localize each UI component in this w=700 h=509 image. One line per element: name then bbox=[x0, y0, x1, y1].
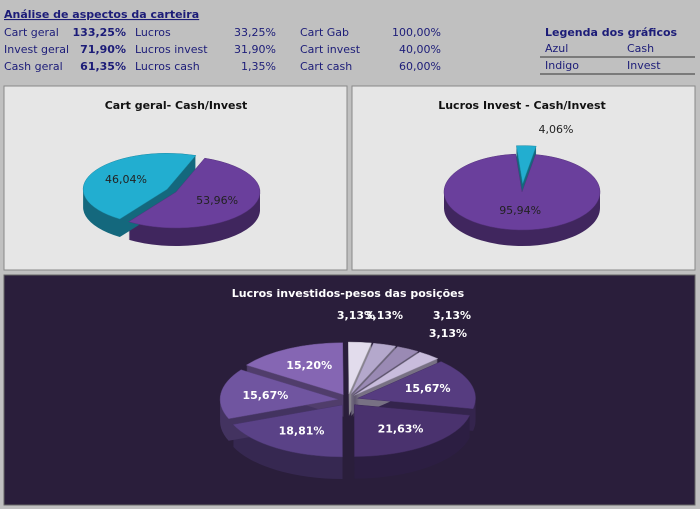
legend-entry: Azul bbox=[545, 42, 568, 55]
data-label: 3,13% bbox=[429, 327, 467, 340]
pie-slice bbox=[352, 346, 419, 395]
pie-slice bbox=[128, 157, 261, 229]
data-label: 18,81% bbox=[279, 425, 325, 438]
legend-entry: Invest bbox=[627, 59, 661, 72]
stat-value: 40,00% bbox=[399, 43, 441, 56]
data-label: 3,13% bbox=[365, 309, 403, 322]
stat-value: 1,35% bbox=[241, 60, 276, 73]
data-label: 15,67% bbox=[405, 382, 451, 395]
stat-label: Cart invest bbox=[300, 43, 361, 56]
stat-value: 71,90% bbox=[80, 43, 126, 56]
stat-value: 31,90% bbox=[234, 43, 276, 56]
pie-slice bbox=[516, 145, 537, 185]
stat-value: 100,00% bbox=[392, 26, 441, 39]
stat-value: 61,35% bbox=[80, 60, 126, 73]
pie-slice bbox=[232, 404, 343, 458]
chart-title: Lucros Invest - Cash/Invest bbox=[438, 99, 606, 112]
stat-value: 60,00% bbox=[399, 60, 441, 73]
stat-label: Cart geral bbox=[4, 26, 59, 39]
pie-slice bbox=[245, 342, 344, 396]
pie-slice bbox=[356, 361, 476, 410]
pie-slice bbox=[354, 351, 439, 396]
stat-label: Cash geral bbox=[4, 60, 63, 73]
data-label: 95,94% bbox=[499, 204, 541, 217]
pie-slice bbox=[348, 341, 372, 395]
stat-label: Lucros invest bbox=[135, 43, 208, 56]
stat-label: Invest geral bbox=[4, 43, 69, 56]
legend-entry: Cash bbox=[627, 42, 654, 55]
stat-label: Cart cash bbox=[300, 60, 352, 73]
pie-slice bbox=[219, 369, 339, 420]
stat-label: Lucros bbox=[135, 26, 171, 39]
stat-label: Cart Gab bbox=[300, 26, 349, 39]
legend-box bbox=[540, 22, 695, 76]
pie-slice bbox=[443, 153, 601, 231]
pie-slice bbox=[354, 404, 471, 457]
data-label: 53,96% bbox=[196, 194, 238, 207]
pie-slice bbox=[82, 153, 197, 220]
chart-title: Lucros investidos-pesos das posições bbox=[232, 287, 465, 300]
data-label: 21,63% bbox=[378, 423, 424, 436]
data-label: 15,20% bbox=[286, 359, 332, 372]
data-label: 46,04% bbox=[105, 173, 147, 186]
stat-label: Lucros cash bbox=[135, 60, 200, 73]
data-label: 3,13% bbox=[433, 309, 471, 322]
legend-entry: Indigo bbox=[545, 59, 579, 72]
header-title: Análise de aspectos da carteira bbox=[4, 8, 199, 21]
data-label: 3,13% bbox=[337, 309, 375, 322]
data-label: 15,67% bbox=[242, 389, 288, 402]
chart-title: Cart geral- Cash/Invest bbox=[105, 99, 248, 112]
pie-slice bbox=[350, 342, 397, 395]
stat-value: 133,25% bbox=[73, 26, 126, 39]
legend-title: Legenda dos gráficos bbox=[545, 26, 678, 39]
stat-value: 33,25% bbox=[234, 26, 276, 39]
data-label: 4,06% bbox=[539, 123, 574, 136]
